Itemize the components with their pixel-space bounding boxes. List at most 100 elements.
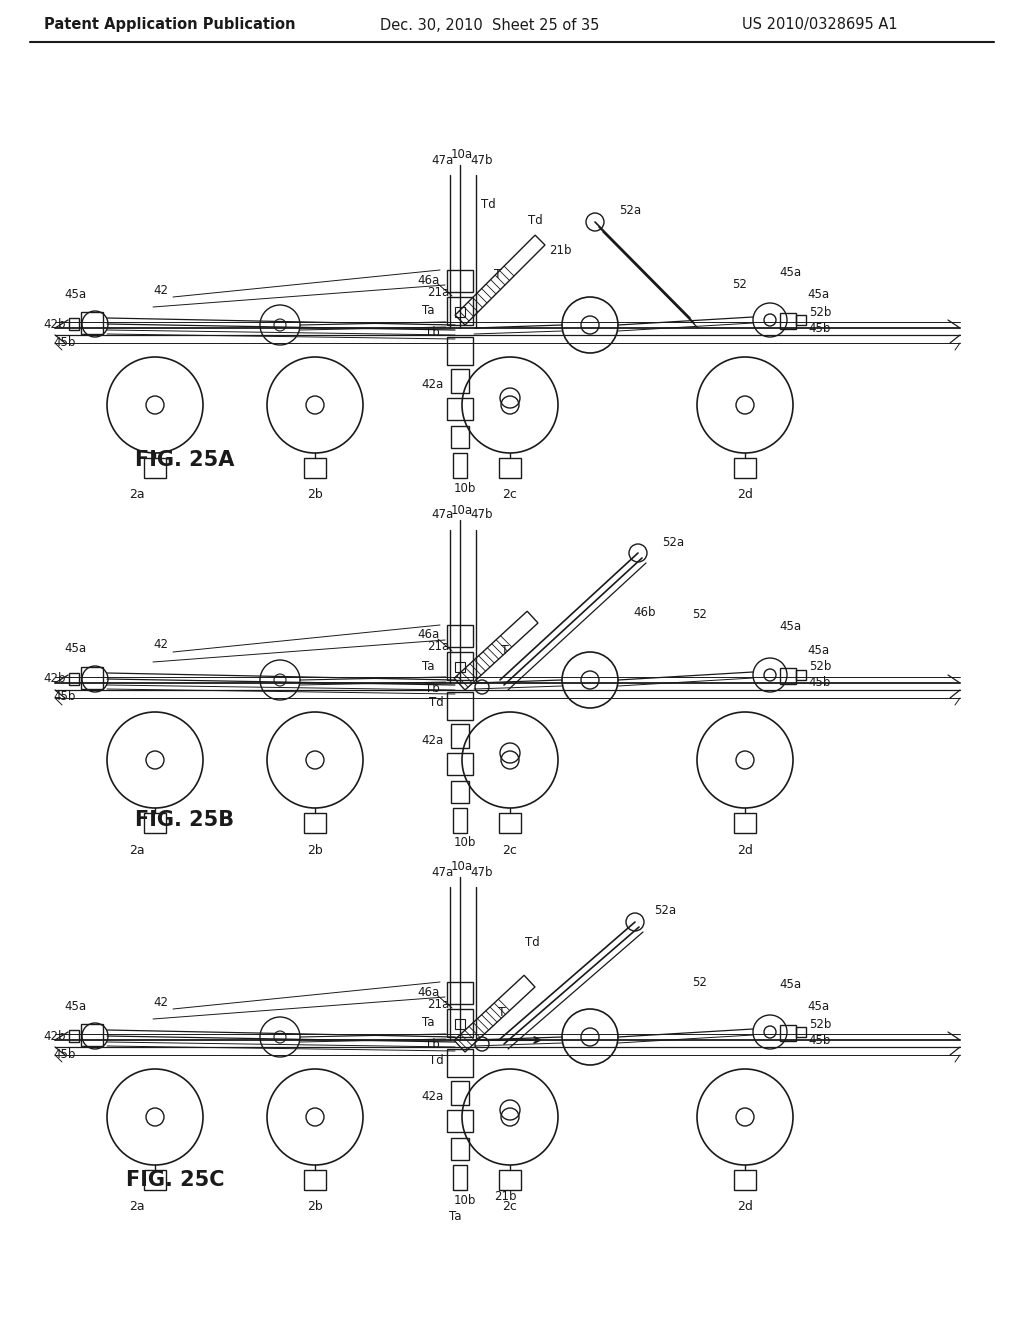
Bar [796, 1027, 806, 1038]
Text: 10b: 10b [454, 837, 476, 850]
Text: 52a: 52a [662, 536, 684, 549]
Bar [451, 1081, 469, 1105]
Bar [447, 271, 473, 292]
Text: 52b: 52b [809, 305, 831, 318]
Text: US 2010/0328695 A1: US 2010/0328695 A1 [742, 17, 898, 33]
Text: 45b: 45b [809, 1034, 831, 1047]
Text: FIG. 25B: FIG. 25B [135, 810, 234, 830]
Text: Ta: Ta [449, 1210, 461, 1224]
Text: 45b: 45b [809, 676, 831, 689]
Bar [796, 671, 806, 680]
Bar [81, 1024, 103, 1045]
Bar [455, 1019, 465, 1030]
Text: 21b: 21b [494, 1191, 516, 1204]
Text: Tb: Tb [425, 326, 439, 339]
Text: Td: Td [480, 198, 496, 211]
Text: 2c: 2c [503, 843, 517, 857]
Bar [734, 1170, 756, 1191]
Bar [447, 652, 473, 680]
Text: 45a: 45a [63, 999, 86, 1012]
Text: Ta: Ta [422, 1016, 434, 1030]
Text: 45b: 45b [54, 335, 76, 348]
Text: 42b: 42b [44, 672, 67, 685]
Bar [447, 399, 473, 420]
Bar [447, 337, 473, 366]
Text: 52b: 52b [809, 1018, 831, 1031]
Text: T: T [498, 1006, 506, 1019]
Text: 42b: 42b [44, 318, 67, 330]
Bar [451, 426, 469, 447]
Text: 2a: 2a [129, 488, 144, 502]
Text: 42: 42 [154, 284, 169, 297]
Text: 52: 52 [732, 279, 748, 292]
Bar [447, 1110, 473, 1133]
Bar [453, 1166, 467, 1191]
Text: 47b: 47b [471, 866, 494, 879]
Bar [447, 1008, 473, 1038]
Text: 42a: 42a [421, 734, 443, 747]
Text: Td: Td [429, 697, 443, 710]
Text: 21a: 21a [427, 285, 450, 298]
Text: 47a: 47a [432, 866, 454, 879]
Bar [451, 1138, 469, 1160]
Text: FIG. 25A: FIG. 25A [135, 450, 234, 470]
Text: 2d: 2d [737, 1200, 753, 1213]
Text: 45a: 45a [807, 1001, 829, 1014]
Text: Td: Td [527, 214, 543, 227]
Text: 42: 42 [154, 995, 169, 1008]
Bar [81, 312, 103, 334]
Text: Td: Td [429, 1053, 443, 1067]
Text: 45a: 45a [779, 620, 801, 634]
Text: 46a: 46a [417, 273, 439, 286]
Bar [455, 308, 465, 317]
Text: 2d: 2d [737, 843, 753, 857]
Bar [447, 692, 473, 719]
Bar [734, 813, 756, 833]
Text: 46a: 46a [417, 628, 439, 642]
Text: 10a: 10a [451, 503, 473, 516]
Bar [447, 1049, 473, 1077]
Text: Patent Application Publication: Patent Application Publication [44, 17, 296, 33]
Bar [451, 370, 469, 393]
Bar [780, 668, 796, 684]
Bar [447, 982, 473, 1005]
Bar [499, 813, 521, 833]
Text: 46b: 46b [634, 606, 656, 619]
Bar [304, 1170, 326, 1191]
Text: 52b: 52b [809, 660, 831, 673]
Bar [734, 458, 756, 478]
Text: 42: 42 [154, 639, 169, 652]
Text: 45a: 45a [807, 289, 829, 301]
Text: 45b: 45b [54, 690, 76, 704]
Bar [304, 458, 326, 478]
Bar [69, 318, 79, 330]
Text: 47b: 47b [471, 508, 494, 521]
Text: 2b: 2b [307, 843, 323, 857]
Bar [447, 752, 473, 775]
Bar [304, 813, 326, 833]
Text: 47a: 47a [432, 508, 454, 521]
Text: T: T [501, 644, 509, 656]
Text: 21a: 21a [427, 998, 450, 1011]
Text: Dec. 30, 2010  Sheet 25 of 35: Dec. 30, 2010 Sheet 25 of 35 [380, 17, 600, 33]
Bar [455, 663, 465, 672]
Text: Tb: Tb [425, 1039, 439, 1052]
Text: 45a: 45a [779, 265, 801, 279]
Bar [144, 458, 166, 478]
Text: 45a: 45a [63, 288, 86, 301]
Text: 2a: 2a [129, 843, 144, 857]
Text: 42a: 42a [421, 1090, 443, 1104]
Text: 52a: 52a [618, 203, 641, 216]
Bar [69, 673, 79, 685]
Bar [499, 458, 521, 478]
Bar [447, 297, 473, 325]
Text: 10a: 10a [451, 861, 473, 874]
Text: FIG. 25C: FIG. 25C [126, 1170, 224, 1191]
Text: 46a: 46a [417, 986, 439, 998]
Bar [780, 1026, 796, 1041]
Text: 45b: 45b [809, 322, 831, 334]
Text: 21a: 21a [427, 640, 450, 653]
Text: 2b: 2b [307, 1200, 323, 1213]
Text: 52: 52 [692, 609, 708, 622]
Bar [453, 453, 467, 478]
